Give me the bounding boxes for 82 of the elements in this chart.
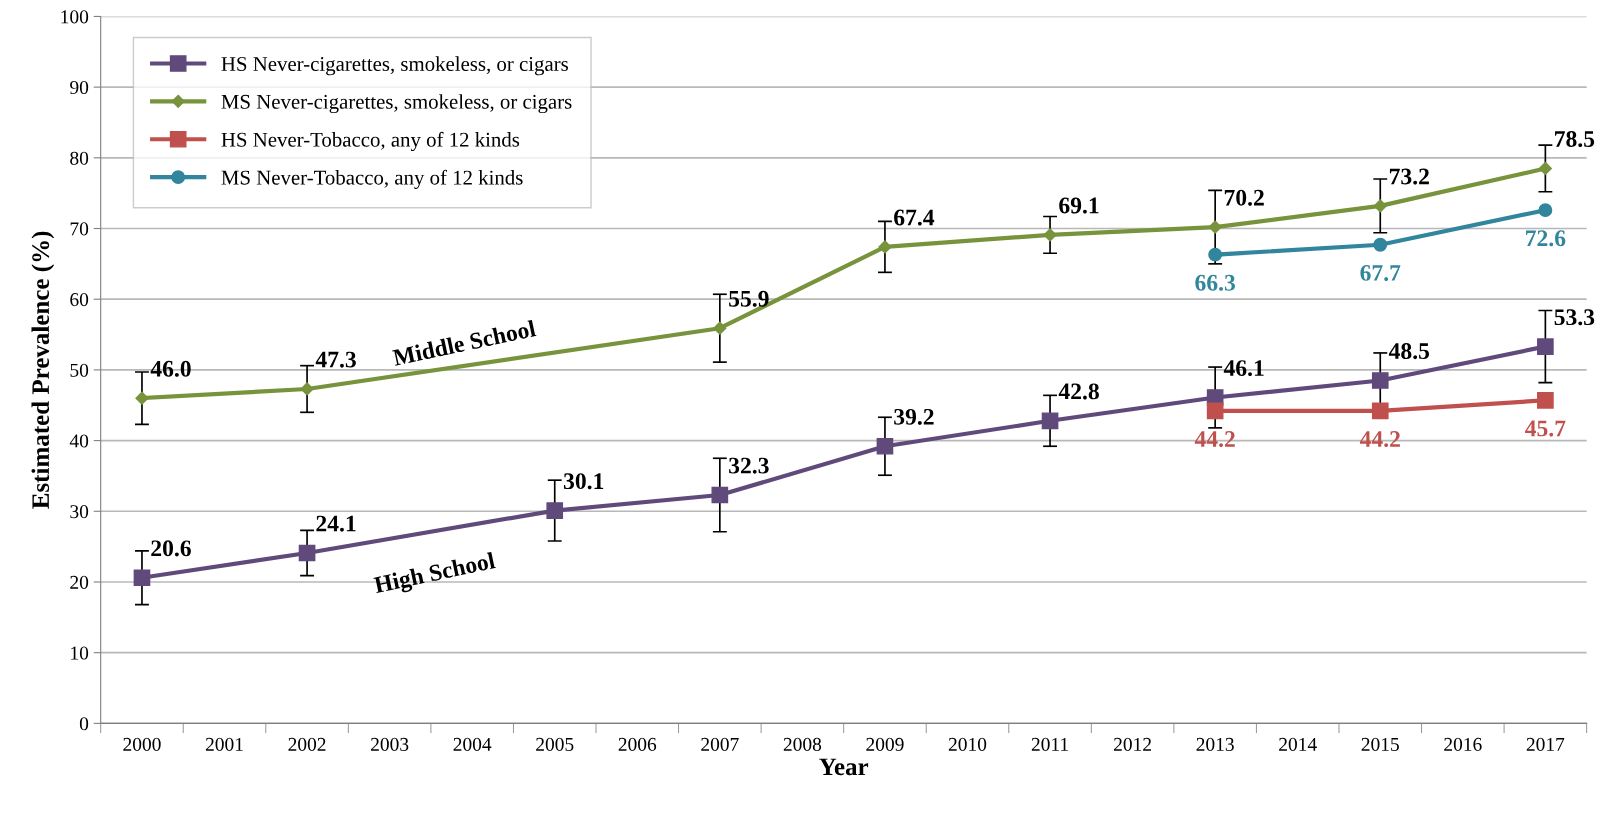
- y-tick-label: 100: [61, 10, 89, 24]
- x-tick-label: 2016: [1444, 737, 1482, 751]
- point: [1206, 402, 1224, 420]
- x-tick-label: 2004: [453, 737, 492, 751]
- point: [300, 382, 314, 396]
- data-label: 67.7: [1360, 264, 1401, 281]
- point: [876, 437, 894, 455]
- data-label: 24.1: [316, 515, 356, 532]
- x-tick-label: 2015: [1361, 737, 1399, 751]
- x-tick-label: 2010: [948, 737, 987, 751]
- legend-label: HS Never-Tobacco, any of 12 kinds: [221, 131, 520, 152]
- y-tick-label: 40: [69, 434, 89, 448]
- x-tick-label: 2017: [1526, 737, 1565, 751]
- x-tick-label: 2000: [123, 737, 161, 751]
- data-label: 42.8: [1058, 383, 1099, 400]
- y-tick-label: 0: [79, 717, 89, 731]
- point: [1373, 199, 1387, 213]
- data-label: 30.1: [563, 473, 604, 490]
- data-label: 72.6: [1526, 230, 1566, 247]
- data-label: 66.3: [1195, 274, 1236, 291]
- point: [1538, 161, 1552, 176]
- x-tick-label: 2008: [783, 737, 822, 751]
- data-label: 55.9: [729, 290, 769, 307]
- point: [1208, 247, 1223, 262]
- point: [1371, 402, 1389, 420]
- x-tick-label: 2009: [866, 737, 904, 751]
- y-tick-label: 90: [70, 80, 89, 95]
- x-axis-title: Year: [819, 758, 869, 776]
- data-label: 46.0: [150, 360, 191, 377]
- point: [1538, 203, 1553, 218]
- point: [1208, 220, 1222, 234]
- y-tick-label: 10: [71, 646, 89, 660]
- x-tick-label: 2014: [1279, 737, 1317, 751]
- data-label: 46.1: [1223, 360, 1264, 377]
- data-label: 32.3: [729, 457, 769, 474]
- x-tick-label: 2012: [1114, 737, 1151, 751]
- point: [1373, 237, 1388, 252]
- x-tick-label: 2001: [205, 737, 243, 751]
- y-tick-label: 80: [70, 151, 89, 165]
- data-label: 47.3: [315, 351, 356, 368]
- data-label: 73.2: [1389, 168, 1429, 185]
- point: [713, 321, 727, 335]
- point: [298, 544, 316, 562]
- annotation: Middle School: [392, 319, 537, 366]
- y-tick-label: 60: [70, 293, 89, 307]
- point: [546, 502, 564, 519]
- y-tick-label: 30: [70, 505, 89, 519]
- y-tick-label: 70: [70, 222, 89, 236]
- data-label: 20.6: [151, 540, 191, 557]
- x-tick-label: 2002: [288, 737, 326, 751]
- point: [1371, 372, 1389, 389]
- legend-label: MS Never-cigarettes, smokeless, or cigars: [221, 94, 572, 114]
- data-label: 48.5: [1388, 343, 1430, 360]
- data-label: 69.1: [1059, 197, 1099, 214]
- data-label: 53.3: [1554, 309, 1595, 326]
- data-label: 45.7: [1525, 420, 1566, 437]
- x-tick-label: 2005: [536, 737, 574, 751]
- x-tick-label: 2003: [371, 737, 409, 751]
- y-tick-label: 20: [70, 575, 89, 589]
- data-label: 44.2: [1194, 431, 1235, 448]
- annotation: High School: [373, 551, 497, 599]
- point: [1537, 338, 1554, 355]
- x-tick-label: 2013: [1196, 737, 1234, 751]
- legend-label: HS Never-cigarettes, smokeless, or cigars: [221, 56, 568, 76]
- data-label: 67.4: [894, 209, 935, 226]
- data-label: 70.2: [1224, 189, 1264, 206]
- point: [1537, 391, 1554, 409]
- x-tick-label: 2007: [701, 737, 739, 751]
- point: [711, 486, 729, 504]
- x-tick-label: 2011: [1031, 737, 1068, 751]
- y-tick-label: 50: [70, 363, 89, 377]
- legend-label: MS Never-Tobacco, any of 12 kinds: [221, 169, 523, 189]
- y-axis-title: Estimated Prevalence (%): [31, 231, 55, 509]
- point: [878, 240, 892, 254]
- point: [1041, 412, 1059, 430]
- point: [133, 569, 151, 587]
- point: [1043, 228, 1057, 242]
- data-label: 39.2: [894, 408, 934, 425]
- data-label: 44.2: [1359, 431, 1400, 448]
- x-tick-label: 2006: [618, 737, 657, 751]
- data-label: 78.5: [1555, 131, 1595, 148]
- point: [135, 391, 149, 405]
